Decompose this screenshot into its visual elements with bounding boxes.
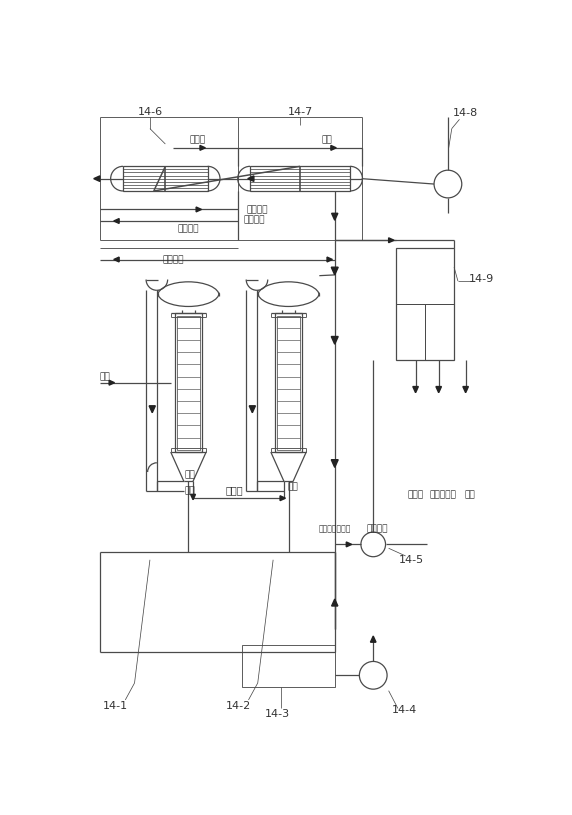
Polygon shape [114,257,119,262]
Bar [396,248,454,359]
Polygon shape [331,267,338,275]
Text: 14-5: 14-5 [399,555,424,565]
Polygon shape [200,145,205,150]
Text: 一次碱水: 一次碱水 [243,215,265,224]
Polygon shape [94,176,100,182]
Text: 浓缩: 浓缩 [185,470,196,479]
Polygon shape [109,381,114,385]
Text: 水冷回水: 水冷回水 [247,205,268,214]
Polygon shape [196,207,201,212]
Text: 蒸液: 蒸液 [287,482,298,491]
Polygon shape [331,337,338,344]
Bar [243,645,335,687]
Text: 蒸汽: 蒸汽 [100,372,110,381]
Polygon shape [248,176,254,182]
Text: 浓缩液: 浓缩液 [226,486,244,496]
Polygon shape [249,406,256,412]
Polygon shape [463,386,468,393]
Polygon shape [388,238,394,243]
Text: 14-8: 14-8 [453,108,478,118]
Text: 硝母液: 硝母液 [189,135,206,144]
Text: 14-3: 14-3 [264,709,289,719]
Polygon shape [327,257,332,262]
Text: 硝气: 硝气 [321,135,332,144]
Polygon shape [280,496,285,500]
Text: 14-6: 14-6 [137,107,162,117]
Polygon shape [331,145,336,150]
Text: 母液: 母液 [464,490,475,499]
Text: 二次蒸汽: 二次蒸汽 [162,255,184,264]
Polygon shape [332,599,338,606]
Bar [277,315,300,450]
Text: 14-9: 14-9 [468,274,494,284]
Polygon shape [413,386,418,393]
Bar [177,315,200,450]
Text: 干硝硝酸钾: 干硝硝酸钾 [429,490,456,499]
Text: 14-7: 14-7 [288,107,313,117]
Polygon shape [436,386,442,393]
Text: 含硝氯化钾原料: 含硝氯化钾原料 [319,525,351,534]
Text: 干硝化: 干硝化 [407,490,424,499]
Text: 二次蒸汽: 二次蒸汽 [178,224,199,233]
Text: 14-4: 14-4 [391,705,416,715]
Polygon shape [149,406,156,412]
Text: 14-1: 14-1 [103,701,128,711]
Bar [250,166,350,191]
Bar [123,166,208,191]
Text: 14-2: 14-2 [226,701,251,711]
Polygon shape [346,542,352,547]
Polygon shape [331,460,338,467]
Polygon shape [190,495,196,500]
Text: 蒸液: 蒸液 [185,486,196,495]
Text: 冷却上水: 冷却上水 [366,525,388,534]
Polygon shape [371,636,376,642]
Bar [174,314,202,452]
Polygon shape [332,214,338,220]
Polygon shape [114,218,119,223]
Bar [275,314,303,452]
